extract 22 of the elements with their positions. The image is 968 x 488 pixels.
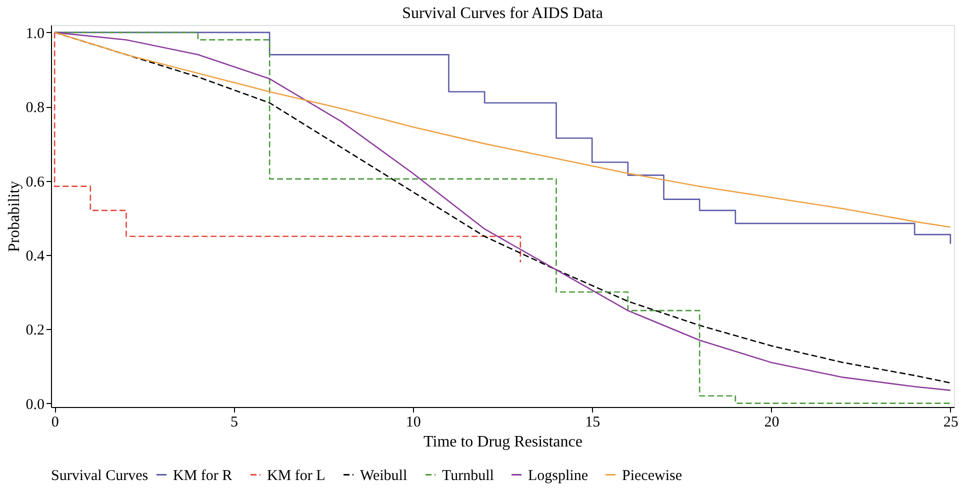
x-tick-label: 20 xyxy=(764,414,780,430)
legend-label: Weibull xyxy=(360,468,408,484)
y-tick-label: 0.0 xyxy=(26,396,44,413)
legend-label: Piecewise xyxy=(622,468,682,484)
y-tick-label: 0.2 xyxy=(26,322,44,339)
x-tick-label: 0 xyxy=(51,414,59,430)
legend-label: Turnbull xyxy=(442,468,494,484)
legend-label: KM for L xyxy=(267,468,326,484)
x-tick-label: 15 xyxy=(585,414,600,430)
x-tick-label: 10 xyxy=(406,414,421,430)
x-tick-label: 5 xyxy=(230,414,238,430)
y-tick-label: 0.4 xyxy=(26,248,45,264)
legend-label: Logspline xyxy=(528,468,588,484)
legend-title: Survival Curves xyxy=(51,468,148,484)
x-tick-label: 25 xyxy=(943,414,958,430)
y-tick-label: 1.0 xyxy=(26,26,44,42)
legend-label: KM for R xyxy=(173,468,232,484)
y-tick-label: 0.6 xyxy=(26,174,45,190)
y-tick-label: 0.8 xyxy=(26,100,44,116)
y-axis-title: Probability xyxy=(6,180,23,252)
x-axis-title: Time to Drug Resistance xyxy=(424,434,582,450)
chart-title: Survival Curves for AIDS Data xyxy=(402,5,603,22)
